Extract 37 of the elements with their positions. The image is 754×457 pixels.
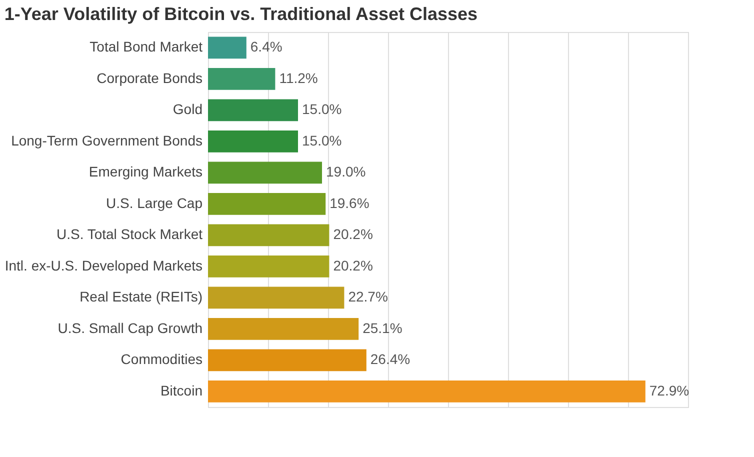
data-label: 15.0% (302, 101, 342, 118)
bar (208, 380, 646, 402)
data-label: 26.4% (370, 351, 410, 368)
data-label: 72.9% (649, 382, 690, 398)
data-label: 15.0% (302, 132, 342, 148)
y-tick-label: Total Bond Market (90, 38, 203, 55)
bar (208, 224, 330, 246)
y-tick-label: Corporate Bonds (96, 70, 202, 86)
bar (208, 99, 298, 122)
y-tick-label: U.S. Small Cap Growth (58, 320, 202, 336)
y-tick-label: Commodities (120, 351, 202, 368)
bar (208, 349, 366, 372)
y-tick-label: Emerging Markets (88, 164, 202, 180)
y-tick-label: Gold (172, 101, 202, 118)
y-tick-label: Bitcoin (160, 382, 202, 398)
data-label: 20.2% (333, 257, 373, 274)
y-tick-label: Real Estate (REITs) (80, 288, 202, 305)
data-label: 19.6% (330, 194, 370, 211)
data-label: 6.4% (250, 38, 282, 55)
bar (208, 130, 298, 152)
y-tick-label: Long-Term Government Bonds (11, 132, 202, 148)
data-label: 25.1% (362, 320, 402, 336)
bar (208, 318, 359, 340)
bar (208, 286, 344, 309)
y-tick-label: Intl. ex-U.S. Developed Markets (4, 257, 202, 274)
data-label: 20.2% (333, 226, 373, 242)
data-label: 19.0% (326, 164, 366, 180)
bar (208, 162, 322, 184)
bar (208, 68, 276, 90)
data-label: 22.7% (348, 288, 388, 305)
bar (208, 192, 326, 215)
y-tick-label: U.S. Large Cap (106, 194, 203, 211)
y-tick-label: U.S. Total Stock Market (56, 226, 203, 242)
data-label: 11.2% (279, 70, 318, 86)
chart-title: 1-Year Volatility of Bitcoin vs. Traditional Asset Classes (4, 4, 478, 24)
bar (208, 255, 330, 278)
bar (208, 36, 246, 59)
